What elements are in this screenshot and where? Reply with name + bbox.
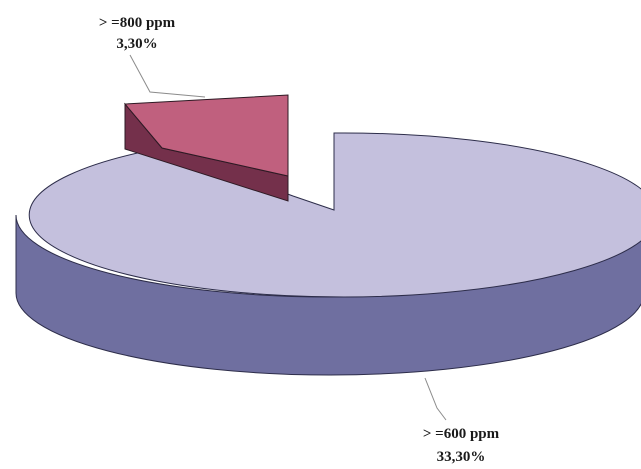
slice-600-top — [28, 132, 641, 298]
leader-lines — [129, 54, 447, 421]
slice-label-800-name: > =800 ppm — [99, 15, 176, 31]
slice-800-top — [123, 94, 289, 177]
slice-label-600-value: 33,30% — [437, 449, 486, 465]
slice-label-800-value: 3,30% — [116, 36, 157, 52]
slice-600-side — [15, 214, 641, 376]
slice-label-600-name: > =600 ppm — [423, 426, 500, 442]
leader-line-600 — [424, 377, 447, 421]
leader-line-800 — [129, 54, 206, 98]
pie-slices — [15, 94, 641, 376]
